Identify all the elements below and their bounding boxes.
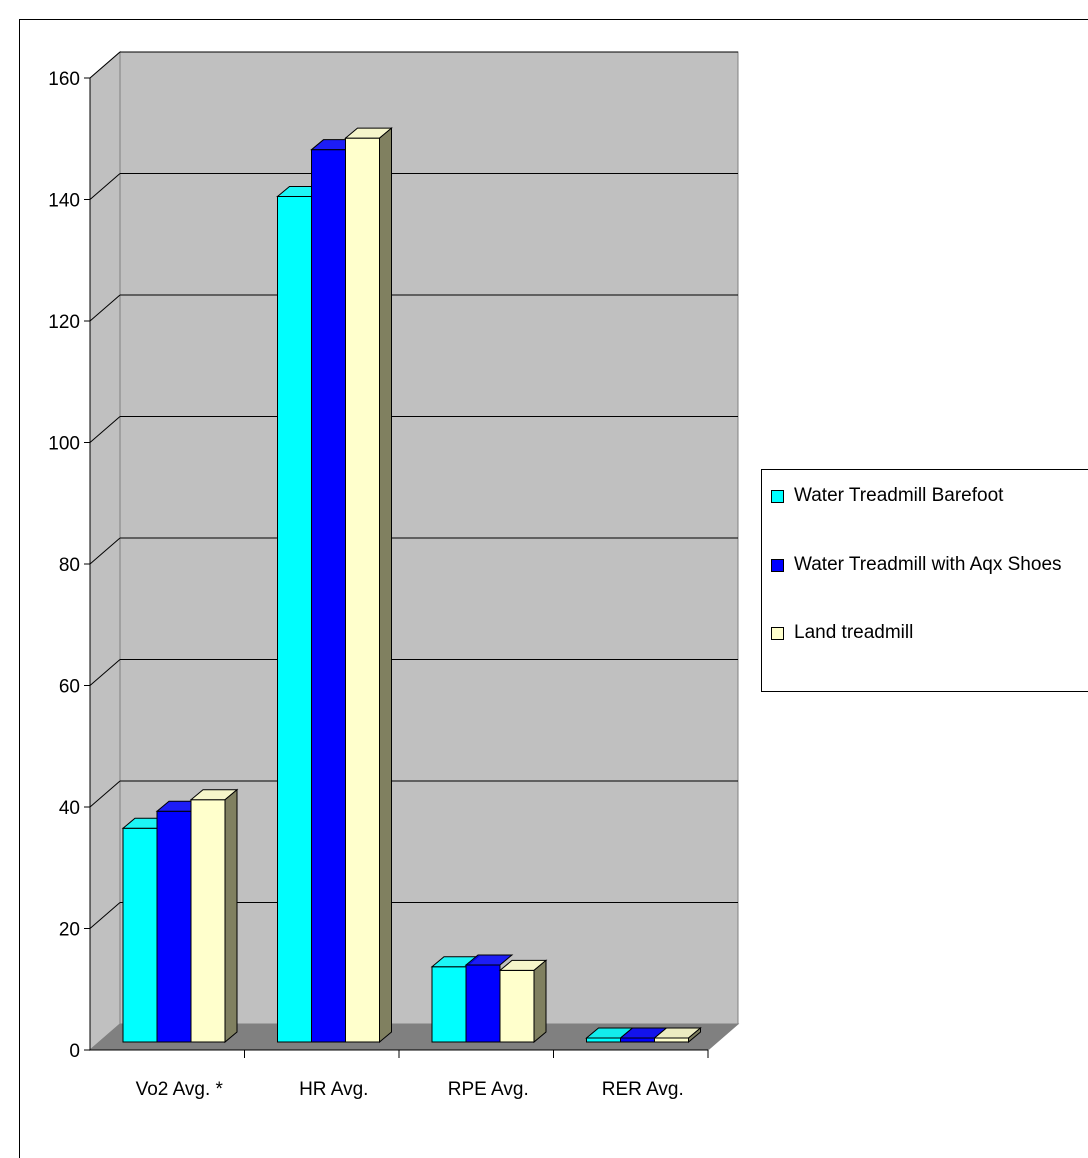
y-tick-label: 40 <box>59 798 80 819</box>
y-tick-label: 120 <box>48 312 80 333</box>
gridline-side <box>89 51 121 79</box>
bar-side <box>224 788 238 1044</box>
bar-front <box>654 1037 689 1043</box>
bar-front <box>465 964 501 1043</box>
tick-labels: 0 20 40 60 80 100 120 140 160 Vo2 Avg. * HR Avg. RP… <box>48 69 683 1100</box>
y-tick-label: 80 <box>59 555 80 576</box>
bar-front <box>190 799 226 1043</box>
y-tick-label: 60 <box>59 677 80 698</box>
legend-swatch-land <box>771 627 784 640</box>
bar-side <box>688 1026 701 1044</box>
x-tick-label: RPE Avg. <box>448 1079 529 1100</box>
legend: Water Treadmill Barefoot Water Treadmill… <box>761 469 1088 692</box>
bar-side <box>533 959 547 1044</box>
bar-front <box>620 1037 655 1043</box>
legend-item-water-treadmill-barefoot: Water Treadmill Barefoot <box>771 483 1088 509</box>
legend-item-land-treadmill: Land treadmill <box>771 620 1088 646</box>
x-tick-label: HR Avg. <box>299 1079 368 1100</box>
legend-label-land: Land treadmill <box>794 622 914 643</box>
gridline-side <box>89 173 121 200</box>
bar-front <box>122 827 158 1043</box>
axes <box>84 77 709 1058</box>
bar-side <box>379 127 392 1044</box>
legend-swatch-barefoot <box>771 490 784 503</box>
bar-top <box>464 954 514 966</box>
bar-front <box>156 810 192 1043</box>
legend-label-aqx-shoes: Water Treadmill with Aqx Shoes <box>794 554 1062 575</box>
y-tick-label: 100 <box>48 434 80 455</box>
legend-label-barefoot: Water Treadmill Barefoot <box>794 485 1004 506</box>
gridline-side <box>89 537 121 565</box>
bars <box>121 127 702 1044</box>
bar-front <box>277 195 312 1043</box>
y-tick-label: 0 <box>69 1041 80 1062</box>
bar-front <box>499 969 535 1043</box>
x-tick-label: RER Avg. <box>602 1079 684 1100</box>
x-tick-label: Vo2 Avg. * <box>136 1079 224 1100</box>
gridline-side <box>89 416 121 443</box>
gridline-side <box>89 780 121 808</box>
legend-swatch-aqx-shoes <box>771 559 784 572</box>
y-tick-label: 160 <box>48 69 80 90</box>
gridline-side <box>89 902 121 929</box>
bar-front <box>586 1037 621 1043</box>
legend-item-water-treadmill-aqx-shoes: Water Treadmill with Aqx Shoes <box>771 552 1088 578</box>
y-tick-label: 20 <box>59 920 80 941</box>
bar-front <box>345 137 380 1043</box>
bar-front <box>311 149 346 1043</box>
gridline-side <box>89 294 121 322</box>
y-tick-label: 140 <box>48 191 80 212</box>
gridline-side <box>89 659 121 686</box>
bar-front <box>431 966 467 1043</box>
